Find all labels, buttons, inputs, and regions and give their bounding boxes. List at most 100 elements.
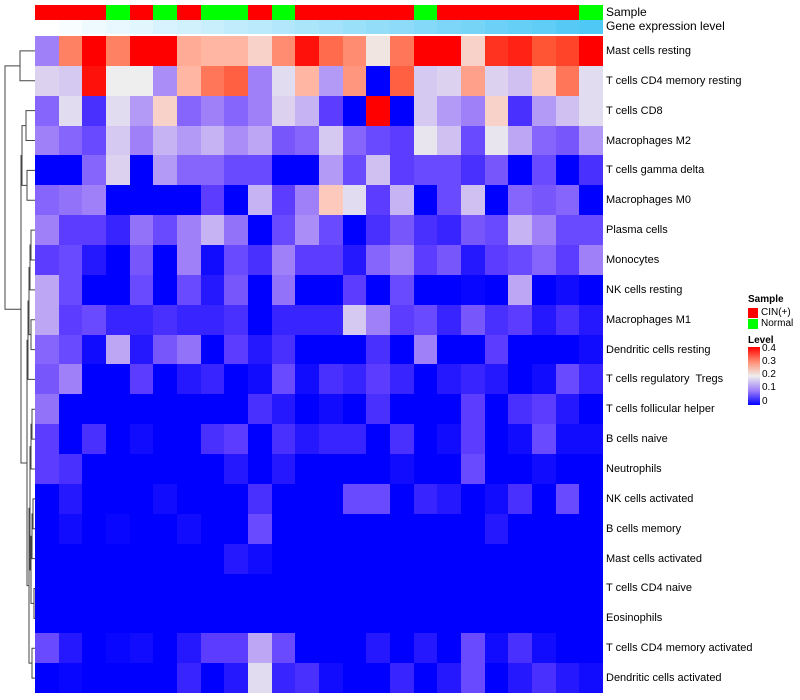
heatmap-cell xyxy=(579,65,603,96)
heatmap-cell xyxy=(318,36,343,66)
heatmap-cell xyxy=(129,304,154,335)
heatmap-cell xyxy=(35,633,59,664)
heatmap-cell xyxy=(176,95,201,126)
heatmap-cell xyxy=(460,245,485,275)
heatmap-cell xyxy=(129,185,154,216)
heatmap-cell xyxy=(224,215,248,246)
row-label: NK cells activated xyxy=(606,492,694,505)
heatmap-cell xyxy=(366,424,390,455)
heatmap-cell xyxy=(366,185,390,216)
heatmap-cell xyxy=(200,513,225,544)
heatmap-cell xyxy=(176,155,201,186)
heatmap-cell xyxy=(247,603,272,634)
heatmap-cell xyxy=(460,633,485,664)
heatmap-cell xyxy=(295,483,319,514)
heatmap-cell xyxy=(437,573,461,604)
heatmap-cell xyxy=(579,125,603,156)
sample-annotation-cell xyxy=(461,5,485,20)
heatmap-cell xyxy=(413,304,438,335)
heatmap-cell xyxy=(579,483,603,514)
heatmap-cell xyxy=(105,334,130,365)
heatmap-cell xyxy=(105,483,130,514)
heatmap-cell xyxy=(318,125,343,156)
heatmap-cell xyxy=(247,36,272,66)
heatmap-cell xyxy=(413,633,438,664)
heatmap-cell xyxy=(508,95,532,126)
heatmap-cell xyxy=(579,95,603,126)
sample-annotation-cell xyxy=(366,5,391,20)
heatmap-cell xyxy=(247,185,272,216)
heatmap-cell xyxy=(508,483,532,514)
heatmap-cell xyxy=(58,95,83,126)
heatmap-cell xyxy=(82,304,106,335)
heatmap-cell xyxy=(295,65,319,96)
heatmap-cell xyxy=(508,603,532,634)
heatmap-cell xyxy=(58,364,83,395)
heatmap-cell xyxy=(271,304,296,335)
heatmap-cell xyxy=(271,513,296,544)
heatmap-cell xyxy=(460,663,485,693)
heatmap-cell xyxy=(129,633,154,664)
heatmap-cell xyxy=(200,95,225,126)
heatmap-cell xyxy=(460,573,485,604)
heatmap-cell xyxy=(460,36,485,66)
heatmap-cell xyxy=(295,513,319,544)
heatmap-cell xyxy=(82,215,106,246)
row-label: Eosinophils xyxy=(606,612,663,625)
row-label: T cells regulatory Tregs xyxy=(606,373,724,386)
heatmap-cell xyxy=(271,394,296,425)
heatmap-cell xyxy=(484,483,509,514)
heatmap-cell xyxy=(153,334,177,365)
legend-level-title: Level xyxy=(748,335,774,346)
heatmap-cell xyxy=(105,215,130,246)
heatmap-cell xyxy=(413,125,438,156)
heatmap-cell xyxy=(82,543,106,574)
heatmap-cell xyxy=(58,185,83,216)
heatmap-cell xyxy=(295,215,319,246)
heatmap-cell xyxy=(555,155,580,186)
heatmap-cell xyxy=(105,36,130,66)
heatmap-cell xyxy=(82,185,106,216)
sample-annotation-cell xyxy=(342,5,367,20)
heatmap-cell xyxy=(58,245,83,275)
heatmap-cell xyxy=(176,334,201,365)
heatmap-cell xyxy=(413,215,438,246)
heatmap-cell xyxy=(366,155,390,186)
legend-tick: 0.1 xyxy=(762,382,776,393)
heatmap-cell xyxy=(460,424,485,455)
heatmap-cell xyxy=(129,394,154,425)
heatmap-cell xyxy=(579,185,603,216)
heatmap-cell xyxy=(531,125,556,156)
heatmap-cell xyxy=(129,513,154,544)
heatmap-cell xyxy=(224,95,248,126)
heatmap-cell xyxy=(129,454,154,484)
heatmap-cell xyxy=(531,36,556,66)
heatmap-cell xyxy=(389,483,414,514)
heatmap-cell xyxy=(531,65,556,96)
heatmap-cell xyxy=(318,65,343,96)
heatmap-cell xyxy=(35,334,59,365)
dendrogram-branch xyxy=(25,110,35,142)
heatmap-cell xyxy=(176,274,201,305)
heatmap-cell xyxy=(342,125,367,156)
heatmap-cell xyxy=(366,304,390,335)
heatmap-cell xyxy=(531,245,556,275)
heatmap-cell xyxy=(35,185,59,216)
heatmap-cell xyxy=(271,633,296,664)
heatmap-cell xyxy=(555,245,580,275)
heatmap-cell xyxy=(555,304,580,335)
heatmap-cell xyxy=(318,155,343,186)
legend-item-normal: Normal xyxy=(748,318,793,329)
heatmap-cell xyxy=(318,543,343,574)
heatmap-cell xyxy=(247,633,272,664)
heatmap-cell xyxy=(531,603,556,634)
heatmap-cell xyxy=(342,573,367,604)
heatmap-cell xyxy=(129,65,154,96)
heatmap-cell xyxy=(437,394,461,425)
heatmap-cell xyxy=(366,513,390,544)
heatmap-cell xyxy=(105,304,130,335)
heatmap-cell xyxy=(224,633,248,664)
heatmap-cell xyxy=(176,245,201,275)
heatmap-cell xyxy=(58,663,83,693)
heatmap-cell xyxy=(484,573,509,604)
